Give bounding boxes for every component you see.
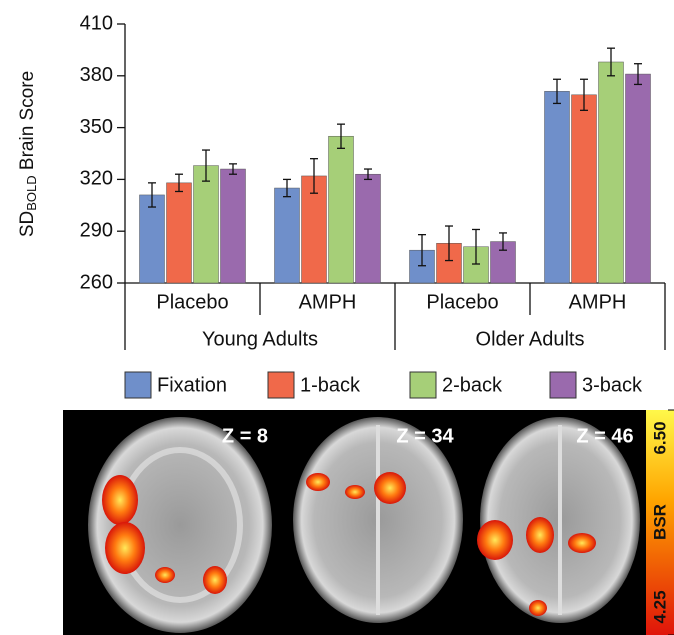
legend-label: Fixation bbox=[157, 374, 227, 396]
legend-label: 2-back bbox=[442, 374, 503, 396]
bar bbox=[329, 136, 354, 283]
y-tick-label: 320 bbox=[80, 168, 113, 190]
bar bbox=[167, 183, 192, 283]
slice-label: Z = 8 bbox=[222, 425, 268, 447]
bar bbox=[626, 74, 651, 283]
y-axis-label: SDBOLD Brain Score bbox=[17, 71, 39, 237]
legend-swatch bbox=[550, 372, 576, 398]
colorbar-tick-label: 4.25 bbox=[650, 590, 669, 623]
bar bbox=[545, 91, 570, 283]
group-label: Young Adults bbox=[202, 328, 318, 350]
slice-label: Z = 46 bbox=[576, 425, 633, 447]
bar bbox=[572, 95, 597, 283]
bar bbox=[194, 166, 219, 283]
legend-swatch bbox=[125, 372, 151, 398]
bar bbox=[140, 195, 165, 283]
legend-swatch bbox=[268, 372, 294, 398]
x-tick-label: AMPH bbox=[569, 291, 627, 313]
y-tick-label: 290 bbox=[80, 219, 113, 241]
x-tick-label: Placebo bbox=[156, 291, 228, 313]
y-tick-label: 380 bbox=[80, 64, 113, 86]
y-label-main: SD bbox=[17, 211, 38, 237]
figure: SDBOLD Brain Score Z = 8 Z = 34 Z = 46 B… bbox=[0, 0, 674, 635]
colorbar-tick-label: 6.50 bbox=[650, 421, 669, 454]
legend-label: 1-back bbox=[300, 374, 361, 396]
legend-swatch bbox=[410, 372, 436, 398]
y-label-sub: BOLD bbox=[24, 175, 39, 210]
colorbar-label: BSR bbox=[650, 504, 669, 540]
x-tick-label: Placebo bbox=[426, 291, 498, 313]
brain-images bbox=[88, 417, 640, 633]
x-tick-label: AMPH bbox=[299, 291, 357, 313]
group-label: Older Adults bbox=[476, 328, 585, 350]
slice-label: Z = 34 bbox=[396, 425, 454, 447]
y-label-rest: Brain Score bbox=[17, 71, 38, 176]
bar bbox=[356, 174, 381, 283]
bar bbox=[599, 62, 624, 283]
legend-label: 3-back bbox=[582, 374, 643, 396]
bar bbox=[275, 188, 300, 283]
bar bbox=[221, 169, 246, 283]
y-tick-label: 260 bbox=[80, 271, 113, 293]
y-tick-label: 350 bbox=[80, 116, 113, 138]
y-tick-label: 410 bbox=[80, 12, 113, 34]
